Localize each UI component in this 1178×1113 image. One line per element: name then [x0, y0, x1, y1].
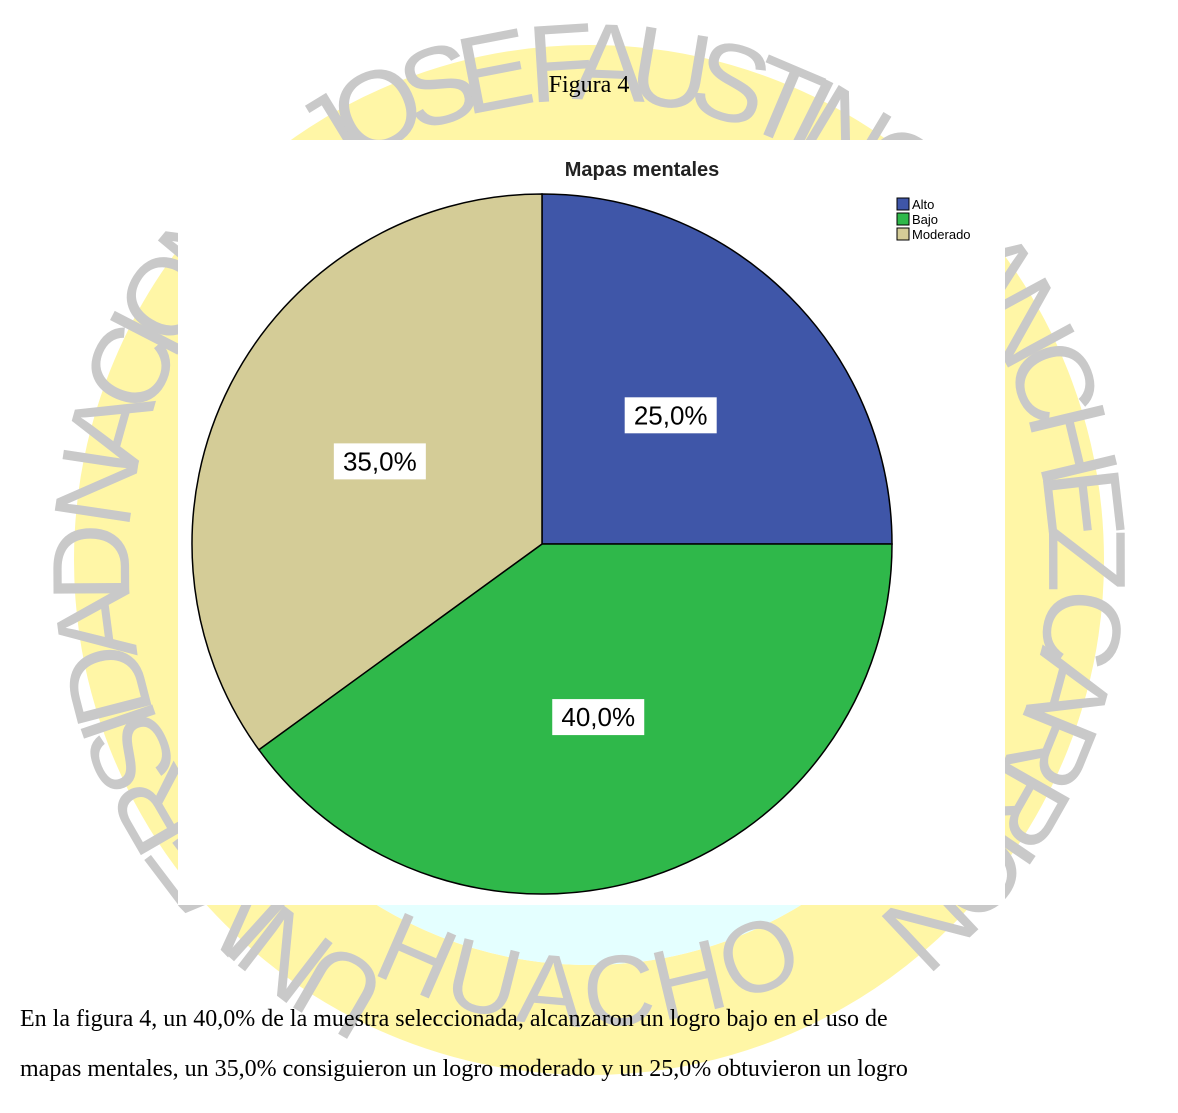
- legend-swatch: [896, 197, 910, 211]
- pie: 25,0% 40,0% 35,0%: [191, 193, 893, 895]
- legend-label: Moderado: [912, 227, 971, 242]
- watermark-ring: [74, 45, 1104, 1075]
- value-label: 25,0%: [634, 400, 708, 430]
- legend-label: Bajo: [912, 212, 938, 227]
- legend-swatch: [896, 212, 910, 226]
- pie-slice: [541, 193, 893, 545]
- legend-label: Alto: [912, 197, 934, 212]
- value-label: 40,0%: [561, 702, 635, 732]
- legend-swatch: [896, 227, 910, 241]
- chart-title: Mapas mentales: [565, 159, 720, 181]
- value-label-bg: [552, 699, 645, 736]
- value-label: 35,0%: [343, 446, 417, 476]
- paragraph-line: En la figura 4, un 40,0% de la muestra s…: [20, 1006, 888, 1032]
- value-label-bg: [624, 397, 717, 434]
- paragraph-line: mapas mentales, un 35,0% consiguieron un…: [20, 1056, 908, 1082]
- value-label-bg: [333, 443, 426, 480]
- figure-caption: Figura 4: [549, 72, 630, 98]
